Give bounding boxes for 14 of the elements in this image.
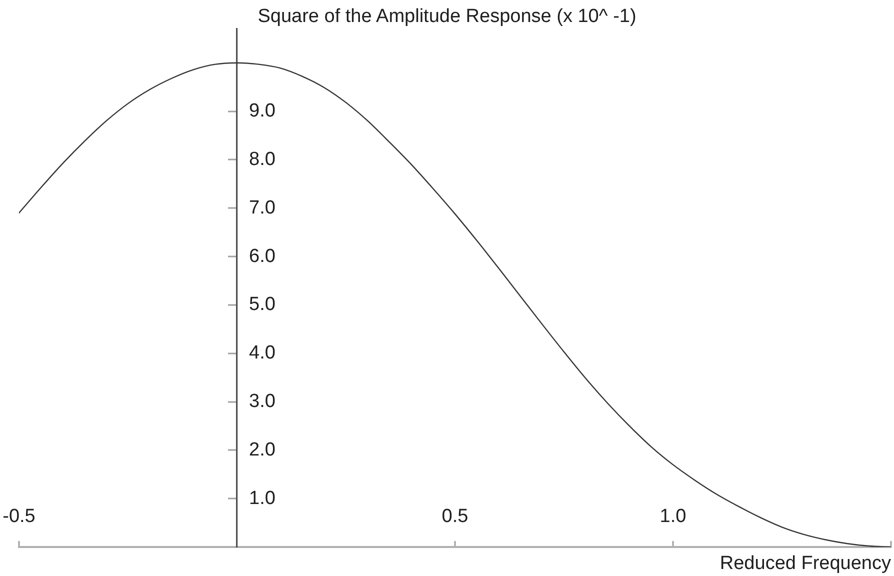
- y-tick-label: 8.0: [249, 148, 276, 170]
- y-tick-label: 6.0: [249, 246, 276, 267]
- x-tick-label: 1.0: [660, 506, 686, 528]
- x-tick-label: -0.5: [2, 506, 36, 528]
- y-tick-label: 5.0: [249, 294, 276, 316]
- y-axis-title: Square of the Amplitude Response (x 10^ -1): [258, 6, 636, 28]
- y-tick-label: 9.0: [249, 100, 276, 122]
- x-axis-title: Reduced Frequency: [720, 553, 892, 574]
- y-tick-label: 1.0: [249, 488, 276, 509]
- y-tick-label: 7.0: [249, 197, 276, 218]
- y-tick-label: 4.0: [249, 342, 276, 364]
- x-tick-label: 0.5: [442, 506, 468, 528]
- y-tick-label: 2.0: [249, 439, 276, 460]
- y-tick-label: 3.0: [249, 391, 276, 412]
